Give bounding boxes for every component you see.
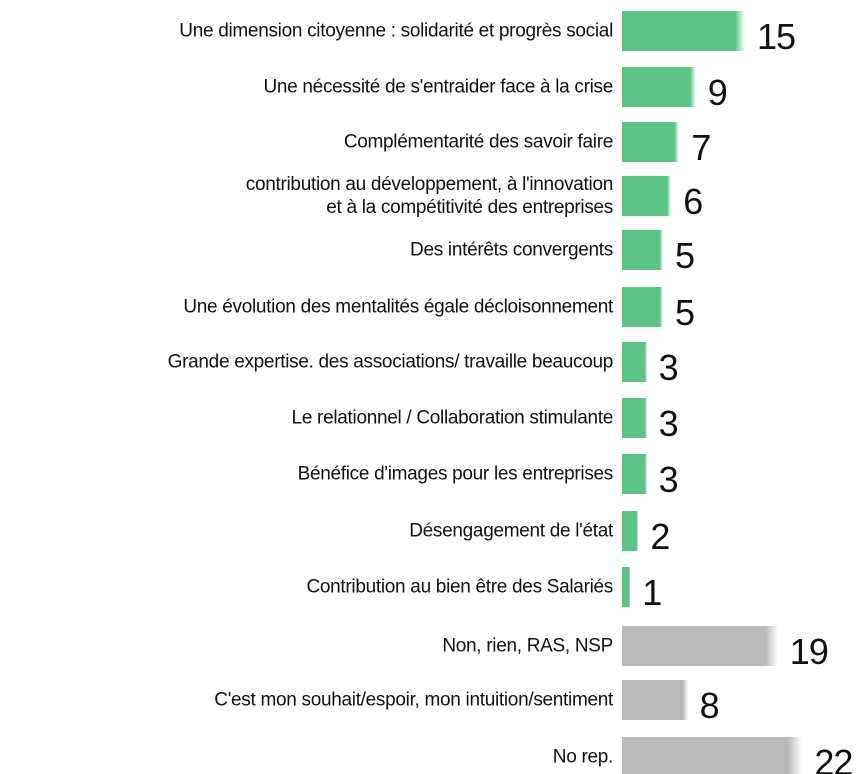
category-label: Contribution au bien être des Salariés <box>306 576 613 598</box>
value-label: 3 <box>658 459 679 500</box>
bar <box>622 230 663 270</box>
value-label: 19 <box>789 631 829 672</box>
category-label: Non, rien, RAS, NSP <box>442 635 613 657</box>
bar <box>622 680 688 720</box>
value-label: 8 <box>699 685 720 726</box>
category-label: Une nécessité de s'entraider face à la c… <box>263 76 613 98</box>
bar <box>622 511 639 551</box>
value-label: 2 <box>650 516 670 557</box>
bar <box>622 626 778 666</box>
value-label: 15 <box>757 16 796 57</box>
category-label: Une dimension citoyenne : solidarité et … <box>179 20 613 42</box>
value-label: 3 <box>658 347 679 388</box>
bar <box>622 454 647 494</box>
category-label: Une évolution des mentalités égale déclo… <box>183 296 613 318</box>
bar <box>622 287 663 327</box>
bar <box>622 342 647 382</box>
bar <box>622 737 803 774</box>
bar <box>622 398 647 438</box>
bar <box>622 67 696 107</box>
value-label: 5 <box>675 292 695 333</box>
category-label: Des intérêts convergents <box>410 239 613 261</box>
value-label: 5 <box>675 235 695 276</box>
bar <box>622 11 745 51</box>
category-label: Bénéfice d'images pour les entreprises <box>297 463 614 485</box>
category-label: Désengagement de l'état <box>409 520 613 542</box>
category-label: Complémentarité des savoir faire <box>343 131 613 153</box>
category-label: Le relationnel / Collaboration stimulant… <box>291 407 614 429</box>
bar <box>622 176 672 216</box>
bar <box>622 567 631 607</box>
value-label: 6 <box>683 181 703 222</box>
category-label: No rep. <box>552 746 614 768</box>
value-label: 22 <box>814 742 853 774</box>
bar <box>622 122 680 162</box>
category-label: C'est mon souhait/espoir, mon intuition/… <box>214 689 613 711</box>
value-label: 1 <box>642 572 662 613</box>
value-label: 3 <box>658 403 679 444</box>
value-label: 7 <box>691 127 711 168</box>
value-label: 9 <box>707 72 728 113</box>
category-label: contribution au développement, à l'innov… <box>245 174 614 218</box>
category-label: Grande expertise. des associations/ trav… <box>167 351 614 373</box>
